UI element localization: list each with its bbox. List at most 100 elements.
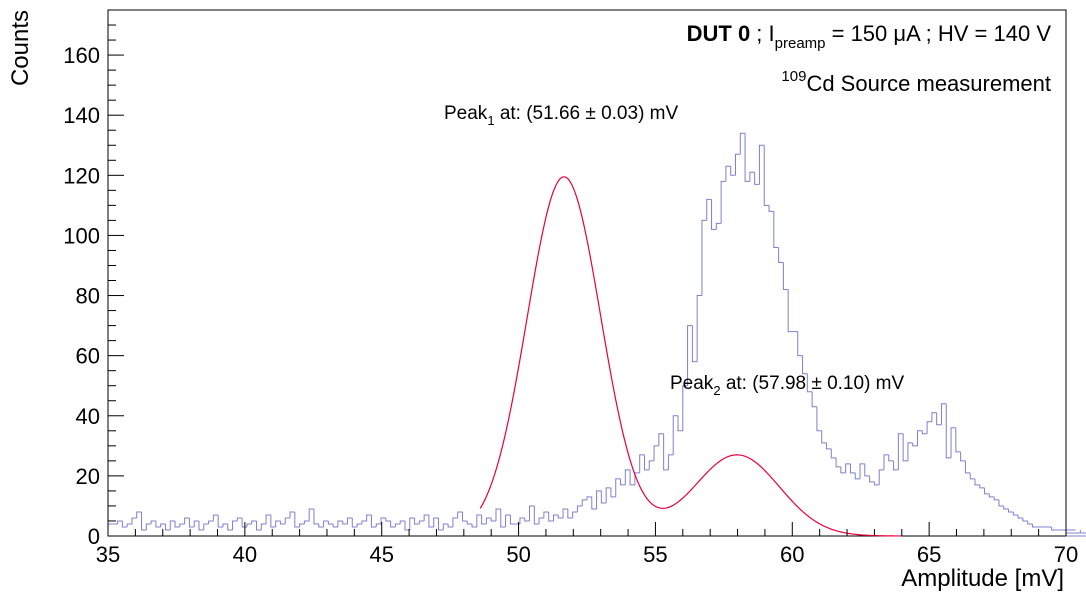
- histogram-bin: [897, 433, 904, 470]
- histogram-bin: [878, 469, 884, 485]
- histogram-bin: [773, 211, 779, 248]
- histogram-bin: [696, 295, 702, 362]
- histogram-bin: [620, 478, 626, 486]
- histogram-bin: [979, 484, 985, 489]
- peak2-index: 2: [713, 383, 720, 398]
- histogram-bin: [567, 508, 573, 519]
- histogram-bin: [145, 523, 152, 530]
- histogram-bin: [442, 523, 449, 530]
- histogram-bin: [212, 514, 219, 521]
- histogram-bin: [605, 487, 611, 503]
- histogram-bin: [136, 511, 142, 518]
- histogram-bin: [921, 430, 928, 435]
- histogram-bin: [730, 166, 736, 176]
- histogram-bin: [461, 511, 468, 522]
- histogram-bin: [438, 517, 444, 531]
- histogram-bin: [667, 454, 674, 470]
- histogram-bin: [509, 514, 516, 525]
- histogram-bin: [821, 430, 827, 444]
- histogram-bin: [711, 199, 717, 230]
- histogram-bin: [121, 520, 128, 528]
- peak2-value: at: (57.98 ± 0.10) mV: [721, 373, 905, 394]
- histogram-bin: [835, 457, 841, 468]
- histogram-bin: [572, 511, 578, 518]
- histogram-bin: [495, 508, 501, 521]
- histogram-bin: [581, 499, 587, 506]
- histogram-bin: [931, 412, 937, 422]
- histogram-bin: [840, 466, 846, 474]
- histogram-bin: [615, 478, 621, 497]
- histogram-bin: [653, 445, 659, 461]
- histogram-bin: [782, 262, 789, 291]
- histogram-bin: [1012, 511, 1019, 516]
- histogram-bin: [236, 517, 243, 521]
- histogram-bin: [303, 520, 310, 524]
- histogram-bin: [265, 514, 271, 524]
- histogram-bin: [318, 523, 324, 528]
- current-subscript: preamp: [775, 35, 826, 52]
- histogram-bin: [864, 463, 870, 477]
- histogram-bin: [327, 520, 334, 525]
- histogram-bin: [893, 460, 899, 471]
- histogram-bin: [763, 145, 770, 206]
- histogram-bin: [323, 520, 329, 527]
- histogram-bin: [960, 451, 966, 462]
- histogram-bin: [490, 517, 496, 522]
- histogram-bin: [198, 520, 204, 531]
- histogram-bin: [768, 205, 774, 212]
- source-text: Cd Source measurement: [806, 71, 1051, 96]
- histogram-bin: [715, 222, 722, 230]
- histogram-bin: [663, 433, 669, 471]
- histogram-bin: [816, 406, 822, 432]
- histogram-bin: [418, 520, 425, 524]
- histogram-bin: [260, 523, 267, 530]
- histogram-bin: [366, 514, 372, 521]
- histogram-bin: [639, 454, 645, 473]
- histogram-bin: [524, 517, 530, 522]
- histogram-bin: [754, 172, 760, 185]
- histogram-bin: [160, 523, 166, 527]
- x-tick-label: 65: [917, 542, 941, 567]
- histogram-bin: [552, 514, 559, 521]
- histogram-bin: [308, 508, 314, 521]
- histogram-bin: [347, 517, 353, 524]
- histogram-bin: [945, 403, 952, 459]
- histogram-bin: [591, 496, 597, 510]
- histogram-bin: [826, 442, 832, 450]
- dut-label: DUT 0: [687, 21, 751, 46]
- histogram-bin: [643, 454, 650, 471]
- histogram-bin: [610, 487, 616, 498]
- histogram-bin: [188, 517, 195, 528]
- histogram-bin: [337, 520, 343, 527]
- histogram-bin: [677, 415, 683, 432]
- histogram-bin: [778, 247, 784, 263]
- histogram-bin: [576, 505, 583, 512]
- histogram-bin: [682, 385, 688, 431]
- histogram-bin: [720, 180, 726, 224]
- y-tick-label: 120: [63, 163, 100, 188]
- histogram-bin: [193, 520, 200, 527]
- x-tick-label: 60: [780, 542, 804, 567]
- histogram-bin: [155, 520, 161, 528]
- peak1-value: at: (51.66 ± 0.03) mV: [495, 103, 679, 124]
- histogram-bin: [485, 517, 492, 524]
- histogram-bin: [854, 472, 861, 480]
- y-tick-label: 60: [76, 344, 100, 369]
- histogram-bin: [433, 517, 439, 527]
- histogram-bin: [725, 165, 731, 182]
- y-tick-label: 140: [63, 103, 100, 128]
- histogram-bin: [849, 463, 856, 474]
- histogram-bin: [706, 198, 712, 221]
- histogram-bin: [390, 520, 396, 528]
- histogram-bin: [519, 517, 525, 524]
- x-tick-label: 35: [96, 542, 120, 567]
- histogram-bin: [888, 454, 894, 462]
- histogram-bin: [227, 523, 233, 531]
- histogram-bin: [936, 412, 942, 426]
- peak1-index: 1: [487, 113, 494, 128]
- histogram-bin: [275, 520, 281, 527]
- histogram-bin: [404, 520, 410, 531]
- histogram-bin: [409, 517, 415, 530]
- histogram-bin: [1017, 514, 1023, 519]
- histogram-bin: [940, 403, 947, 425]
